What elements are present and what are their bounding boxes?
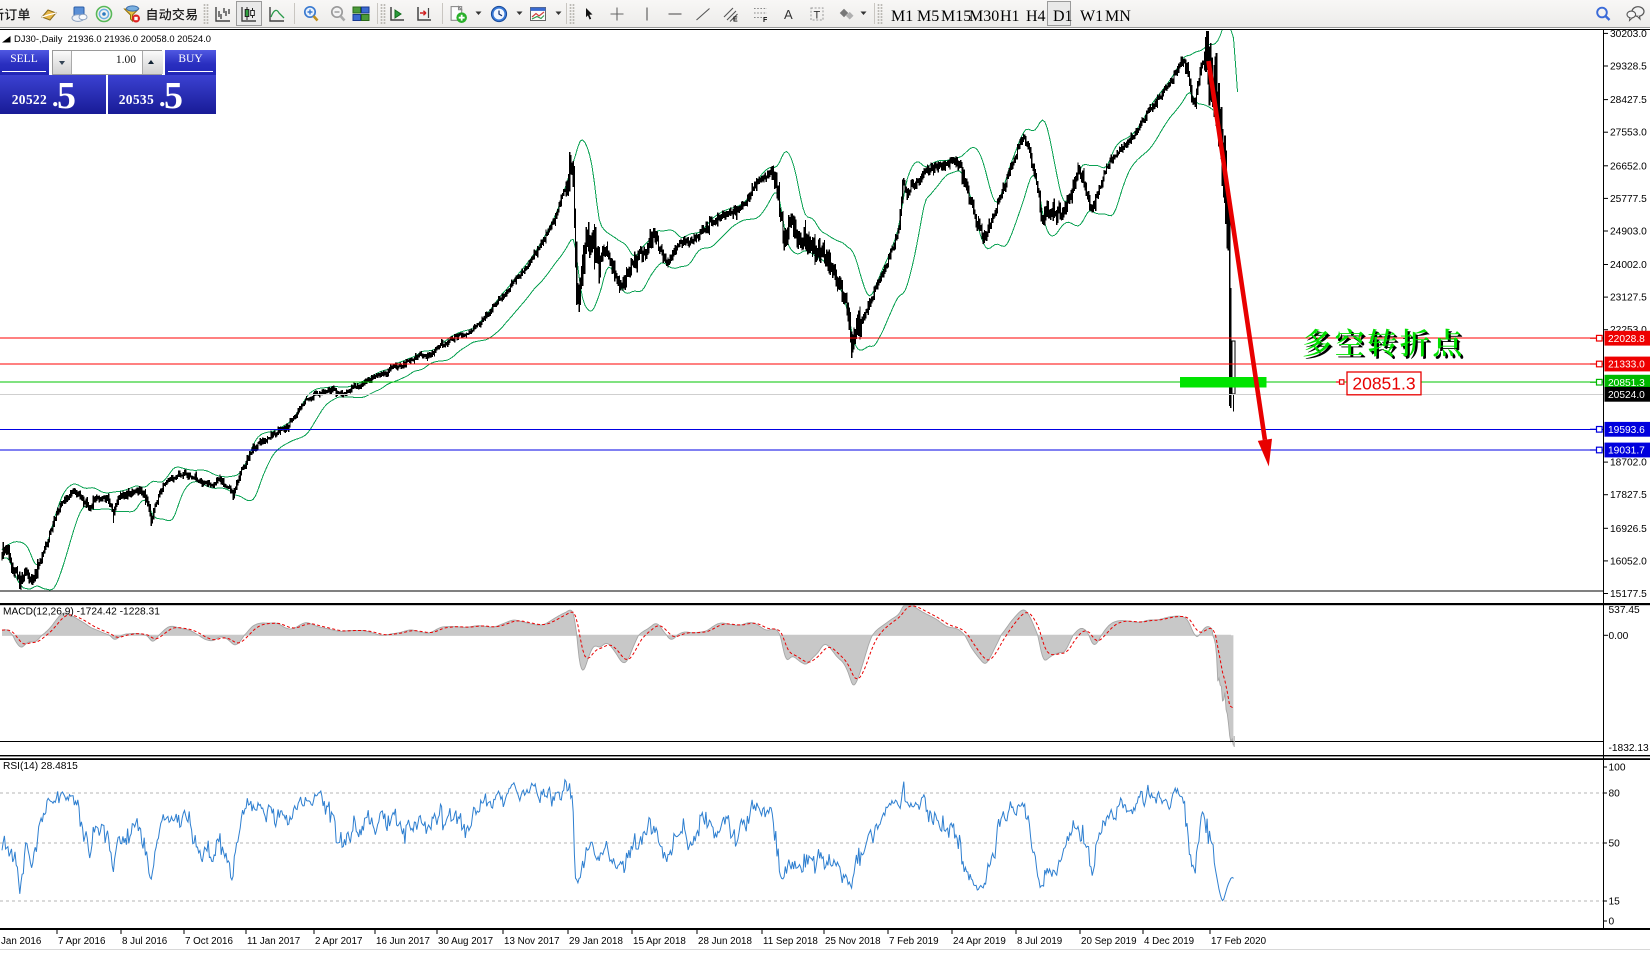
svg-text:20851.3: 20851.3 — [1608, 378, 1645, 389]
svg-text:26652.0: 26652.0 — [1610, 161, 1647, 172]
svg-text:50: 50 — [1609, 839, 1621, 850]
svg-text:100: 100 — [1609, 763, 1626, 774]
svg-text:17827.5: 17827.5 — [1610, 490, 1647, 501]
svg-text:F: F — [763, 17, 768, 23]
svg-text:20524.0: 20524.0 — [1608, 390, 1645, 401]
svg-text:11 Jan 2017: 11 Jan 2017 — [247, 936, 300, 947]
svg-text:8 Jul 2019: 8 Jul 2019 — [1017, 936, 1062, 947]
svg-text:20851.3: 20851.3 — [1352, 374, 1415, 394]
svg-text:537.45: 537.45 — [1609, 605, 1640, 616]
svg-text:15177.5: 15177.5 — [1610, 589, 1647, 600]
svg-text:A: A — [784, 7, 793, 22]
svg-text:7 Oct 2016: 7 Oct 2016 — [185, 936, 233, 947]
svg-text:19031.7: 19031.7 — [1608, 446, 1645, 457]
svg-text:30203.0: 30203.0 — [1610, 29, 1647, 40]
svg-text:E: E — [733, 17, 738, 24]
svg-text:24 Apr 2019: 24 Apr 2019 — [953, 936, 1006, 947]
svg-text:11 Sep 2018: 11 Sep 2018 — [763, 936, 818, 947]
svg-text:15 Apr 2018: 15 Apr 2018 — [633, 936, 686, 947]
svg-text:80: 80 — [1609, 789, 1621, 800]
svg-text:4 Dec 2019: 4 Dec 2019 — [1144, 936, 1194, 947]
svg-text:20 Sep 2019: 20 Sep 2019 — [1081, 936, 1137, 947]
svg-text:15: 15 — [1609, 897, 1621, 908]
svg-text:16 Jun 2017: 16 Jun 2017 — [376, 936, 430, 947]
svg-text:24903.0: 24903.0 — [1610, 227, 1647, 238]
svg-text:DJ30-,Daily 21936.0 21936.0 2: DJ30-,Daily 21936.0 21936.0 20058.0 2052… — [14, 33, 211, 44]
svg-text:23127.5: 23127.5 — [1610, 293, 1647, 304]
svg-text:16052.0: 16052.0 — [1610, 556, 1647, 567]
svg-text:7 Feb 2019: 7 Feb 2019 — [889, 936, 939, 947]
svg-text:16926.5: 16926.5 — [1610, 524, 1647, 535]
svg-text:0: 0 — [1609, 917, 1615, 928]
svg-text:T: T — [814, 10, 821, 22]
svg-text:8 Jul 2016: 8 Jul 2016 — [122, 936, 168, 947]
svg-text:0.00: 0.00 — [1609, 631, 1629, 642]
svg-text:Jan 2016: Jan 2016 — [1, 936, 42, 947]
svg-text:13 Nov 2017: 13 Nov 2017 — [504, 936, 560, 947]
svg-text:27553.0: 27553.0 — [1610, 128, 1647, 139]
svg-text:-1832.13: -1832.13 — [1609, 743, 1650, 754]
svg-text:30 Aug 2017: 30 Aug 2017 — [438, 936, 493, 947]
svg-text:25777.5: 25777.5 — [1610, 194, 1647, 205]
svg-text:18702.0: 18702.0 — [1610, 458, 1647, 469]
svg-text:25 Nov 2018: 25 Nov 2018 — [825, 936, 881, 947]
svg-text:17 Feb 2020: 17 Feb 2020 — [1211, 936, 1267, 947]
svg-text:29 Jan 2018: 29 Jan 2018 — [569, 936, 623, 947]
svg-text:19593.6: 19593.6 — [1608, 425, 1645, 436]
svg-text:24002.0: 24002.0 — [1610, 260, 1647, 271]
svg-text:MACD(12,26,9) -1724.42 -1228.3: MACD(12,26,9) -1724.42 -1228.31 — [3, 607, 160, 618]
svg-text:7 Apr 2016: 7 Apr 2016 — [58, 936, 106, 947]
svg-text:RSI(14) 28.4815: RSI(14) 28.4815 — [3, 761, 78, 772]
svg-text:28 Jun 2018: 28 Jun 2018 — [698, 936, 752, 947]
svg-text:28427.5: 28427.5 — [1610, 95, 1647, 106]
svg-text:22028.8: 22028.8 — [1608, 334, 1645, 345]
svg-text:21333.0: 21333.0 — [1608, 360, 1645, 371]
svg-text:2 Apr 2017: 2 Apr 2017 — [315, 936, 362, 947]
svg-text:22253.0: 22253.0 — [1610, 325, 1647, 336]
svg-text:29328.5: 29328.5 — [1610, 62, 1647, 73]
